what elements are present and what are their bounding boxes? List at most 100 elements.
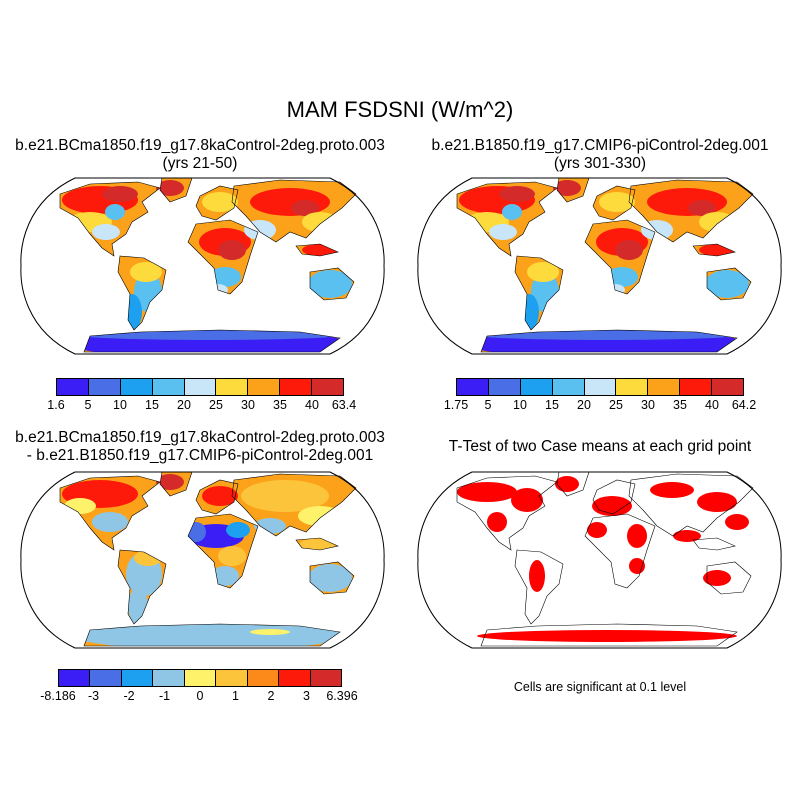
map-frame [417, 471, 782, 649]
colorbar-swatch [488, 379, 521, 395]
significance-note: Cells are significant at 0.1 level [513, 680, 687, 694]
field-patch [553, 180, 581, 196]
field-patch [629, 558, 645, 574]
field-patch [650, 482, 694, 498]
australia-outline [309, 267, 355, 301]
colorbar-swatch [310, 670, 341, 686]
panel3-colorbar [58, 669, 342, 687]
colorbar-tick-label: 1.75 [443, 398, 469, 412]
field-patch [703, 570, 731, 586]
field-patch [587, 522, 607, 538]
colorbar-tick-label: 40 [305, 398, 319, 412]
antarctica-outline [480, 329, 738, 353]
field-patch [218, 546, 246, 566]
panel2-colorbar-labels: 1.75 5 10 15 20 25 30 35 40 64.2 [444, 398, 756, 414]
map-frame [20, 471, 385, 649]
field-patch [592, 496, 632, 516]
colorbar-swatch [616, 379, 649, 395]
panel3-title-line2: - b.e21.B1850.f19_g17.CMIP6-piControl-2d… [26, 447, 374, 464]
northAmerica-outline [59, 475, 161, 551]
field-patch [705, 270, 749, 298]
colorbar-swatch [648, 379, 681, 395]
colorbar-swatch [216, 670, 248, 686]
colorbar-tick-label: 1.6 [47, 398, 65, 412]
africa-outline [584, 219, 656, 295]
colorbar-tick-label: 35 [673, 398, 687, 412]
asia-outline [231, 473, 357, 537]
europe-outline [592, 185, 636, 221]
panel3-title-line1: b.e21.BCma1850.f19_g17.8kaControl-2deg.p… [15, 429, 385, 446]
panel2-colorbar [456, 378, 744, 396]
panel1-title: b.e21.BCma1850.f19_g17.8kaControl-2deg.p… [0, 137, 400, 173]
southAmerica-outline [514, 255, 564, 331]
field-patch [511, 488, 543, 512]
field-patch [673, 530, 701, 542]
southAmerica-outline [117, 255, 167, 331]
field-patch [130, 262, 162, 282]
antarctica-outline [83, 623, 341, 647]
field-patch [688, 200, 716, 216]
colorbar-swatch [312, 379, 344, 395]
colorbar-tick-label: 6.396 [326, 689, 358, 703]
colorbar-tick-label: 0 [196, 689, 204, 703]
colorbar-tick-label: 30 [241, 398, 255, 412]
field-patch [457, 482, 517, 502]
field-patch [697, 492, 737, 512]
colorbar-tick-label: 20 [577, 398, 591, 412]
field-patch [226, 522, 250, 538]
panel3-map [20, 471, 385, 649]
field-patch [725, 514, 749, 530]
panel3-colorbar-labels: -8.186 -3 -2 -1 0 1 2 3 6.396 [40, 689, 357, 705]
colorbar-tick-label: 40 [705, 398, 719, 412]
panel1-colorbar [56, 378, 344, 396]
field-patch [209, 267, 241, 287]
panel1-map [20, 177, 385, 355]
colorbar-tick-label: 15 [145, 398, 159, 412]
panel4-title: T-Test of two Case means at each grid po… [400, 438, 800, 456]
colorbar-tick-label: 35 [273, 398, 287, 412]
field-patch [599, 192, 635, 212]
colorbar-tick-label: 3 [303, 689, 310, 703]
field-patch [308, 270, 352, 298]
europe-outline [195, 185, 239, 221]
australia-outline [706, 267, 752, 301]
colorbar-tick-label: 63.4 [331, 398, 357, 412]
colorbar-tick-label: -3 [87, 689, 100, 703]
antarctica-outline [83, 329, 341, 353]
field-patch [606, 267, 638, 287]
colorbar-swatch [520, 379, 553, 395]
southAmerica-outline [117, 549, 167, 625]
field-patch [202, 192, 238, 212]
antarctica-outline [480, 623, 738, 647]
field-patch [529, 560, 545, 592]
africa-outline [187, 219, 259, 295]
field-patch [105, 204, 125, 220]
indonesia-outline [295, 537, 339, 551]
field-patch [555, 476, 579, 492]
colorbar-swatch [552, 379, 585, 395]
field-patch [477, 630, 737, 642]
colorbar-swatch [90, 670, 122, 686]
map-frame [20, 177, 385, 355]
field-patch [156, 180, 184, 196]
asia-outline [628, 179, 754, 243]
field-patch [156, 474, 184, 490]
field-patch [211, 566, 239, 586]
panel1-colorbar-labels: 1.6 5 10 15 20 25 30 35 40 63.4 [47, 398, 356, 414]
colorbar-tick-label: 25 [209, 398, 223, 412]
australia-outline [706, 561, 752, 595]
colorbar-swatch [153, 670, 185, 686]
colorbar-tick-label: 15 [545, 398, 559, 412]
field-patch [527, 262, 559, 282]
field-patch [615, 240, 643, 260]
colorbar-tick-label: 5 [484, 398, 492, 412]
colorbar-swatch [247, 670, 280, 686]
field-patch [502, 204, 522, 220]
northAmerica-outline [456, 475, 558, 551]
colorbar-swatch [57, 379, 89, 395]
africa-outline [187, 513, 259, 589]
panel2-title-line1: b.e21.B1850.f19_g17.CMIP6-piControl-2deg… [431, 137, 769, 154]
colorbar-tick-label: -1 [158, 689, 171, 703]
field-patch [92, 512, 128, 532]
panel4-title-line1: T-Test of two Case means at each grid po… [448, 438, 752, 455]
